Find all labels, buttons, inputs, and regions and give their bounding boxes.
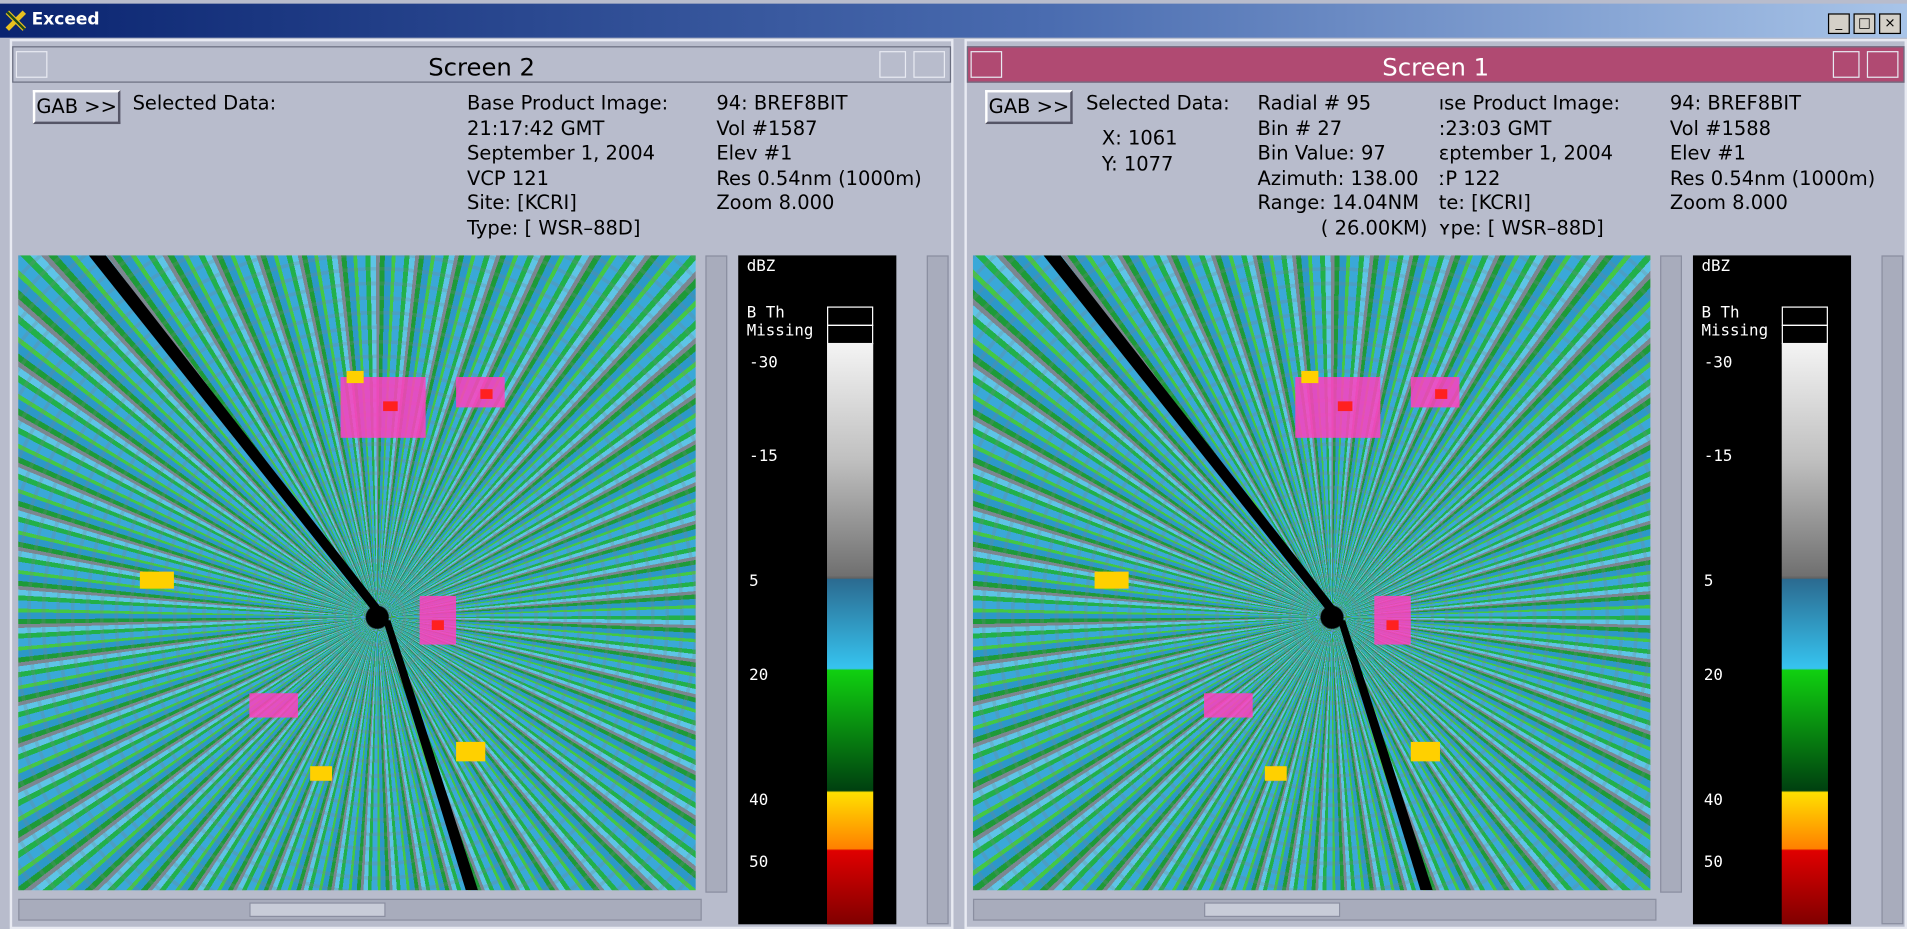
vertical-scrollbar[interactable]	[1660, 255, 1682, 892]
selected-coordinate: Y: 1077	[1102, 152, 1174, 177]
radial-info: Bin # 27	[1258, 116, 1343, 141]
radar-image	[973, 255, 1650, 890]
product-detail: 94: BREF8BIT	[1670, 91, 1801, 116]
vertical-scrollbar[interactable]	[705, 255, 727, 892]
product-info: te: [KCRI]	[1439, 191, 1531, 216]
scrollbar-thumb[interactable]	[1204, 902, 1340, 917]
legend-threshold: B Th	[747, 304, 785, 322]
radar-image	[18, 255, 695, 890]
legend-label: -15	[749, 448, 778, 466]
radar-overlay	[973, 255, 1650, 890]
screen-menu-button[interactable]	[971, 51, 1003, 78]
product-info: VCP 121	[467, 166, 549, 191]
legend-missing: Missing	[1701, 322, 1768, 340]
legend-threshold: B Th	[1701, 304, 1739, 322]
legend-label: 20	[1704, 666, 1723, 684]
app-icon	[5, 10, 27, 32]
screen-title: Screen 2	[13, 52, 949, 81]
screen-title-bar: Screen 1	[967, 46, 1905, 82]
product-info: Type: [ WSR–88D]	[467, 216, 640, 241]
product-detail: Zoom 8.000	[1670, 191, 1788, 216]
legend-label: 40	[749, 792, 768, 810]
product-info: ıse Product Image:	[1439, 91, 1620, 116]
radial-info: Azimuth: 138.00	[1258, 166, 1419, 191]
product-info: September 1, 2004	[467, 141, 655, 166]
legend-box	[1782, 306, 1828, 325]
desktop: Exceed _ □ × Screen 2 GAB >> Selected Data…	[0, 0, 1907, 929]
radial-info: Radial # 95	[1258, 91, 1372, 116]
radial-info: Bin Value: 97	[1258, 141, 1386, 166]
gab-button[interactable]: GAB >>	[33, 90, 121, 124]
gab-button[interactable]: GAB >>	[985, 90, 1073, 124]
product-detail: Res 0.54nm (1000m)	[1670, 166, 1875, 191]
screen-maximize-button[interactable]	[913, 51, 945, 78]
product-detail: Elev #1	[1670, 141, 1746, 166]
legend-label: 50	[1704, 854, 1723, 872]
selected-coordinate: X: 1061	[1102, 126, 1178, 151]
legend-label: 50	[749, 854, 768, 872]
product-info: 21:17:42 GMT	[467, 116, 604, 141]
legend-scrollbar[interactable]	[927, 255, 949, 924]
legend-label: -30	[1704, 354, 1733, 372]
screen-iconify-button[interactable]	[879, 51, 906, 78]
radar-overlay	[18, 255, 695, 890]
legend-label: 5	[749, 573, 759, 591]
product-detail: Elev #1	[716, 141, 792, 166]
legend-label: -30	[749, 354, 778, 372]
legend-unit: dBZ	[1701, 258, 1730, 276]
product-info: Site: [KCRI]	[467, 191, 577, 216]
screen-panel: Screen 1 GAB >> Selected Data: ıse Product …	[964, 39, 1907, 929]
product-detail: Res 0.54nm (1000m)	[716, 166, 921, 191]
close-button[interactable]: ×	[1879, 13, 1901, 34]
screen-iconify-button[interactable]	[1833, 51, 1860, 78]
window-title: Exceed	[32, 10, 100, 29]
color-bar	[827, 343, 873, 924]
legend-label: 40	[1704, 792, 1723, 810]
maximize-button[interactable]: □	[1853, 13, 1875, 34]
product-info: Base Product Image:	[467, 91, 668, 116]
product-detail: 94: BREF8BIT	[716, 91, 847, 116]
product-detail: Vol #1588	[1670, 116, 1771, 141]
radial-info: Range: 14.04NM	[1258, 191, 1419, 216]
color-bar	[1782, 343, 1828, 924]
legend-label: 5	[1704, 573, 1714, 591]
minimize-button[interactable]: _	[1828, 13, 1850, 34]
selected-data-label: Selected Data:	[1086, 91, 1230, 116]
legend-box	[1782, 325, 1828, 344]
legend-label: -15	[1704, 448, 1733, 466]
window-title-bar: Exceed _ □ ×	[0, 4, 1907, 38]
product-info: ʏpe: [ WSR–88D]	[1439, 216, 1604, 241]
legend-box	[827, 325, 873, 344]
product-info: ːP 122	[1439, 166, 1501, 191]
screen-panel: Screen 2 GAB >> Selected Data: Base Product…	[10, 39, 954, 929]
screen-menu-button[interactable]	[16, 51, 48, 78]
legend-missing: Missing	[747, 322, 814, 340]
product-info: :23:03 GMT	[1439, 116, 1552, 141]
screen-title-bar: Screen 2	[12, 46, 951, 82]
scrollbar-thumb[interactable]	[249, 902, 385, 917]
radial-info: ( 26.00KM)	[1321, 216, 1428, 241]
page: {"window":{"title":"Exceed"}, "screens":…	[0, 0, 1907, 929]
legend-unit: dBZ	[747, 258, 776, 276]
screen-maximize-button[interactable]	[1867, 51, 1899, 78]
legend-label: 20	[749, 666, 768, 684]
product-detail: Zoom 8.000	[716, 191, 834, 216]
selected-data-label: Selected Data:	[133, 91, 277, 116]
product-info: ɛptember 1, 2004	[1439, 141, 1613, 166]
legend-scrollbar[interactable]	[1881, 255, 1903, 924]
legend-box	[827, 306, 873, 325]
screen-title: Screen 1	[968, 52, 1903, 81]
product-detail: Vol #1587	[716, 116, 817, 141]
